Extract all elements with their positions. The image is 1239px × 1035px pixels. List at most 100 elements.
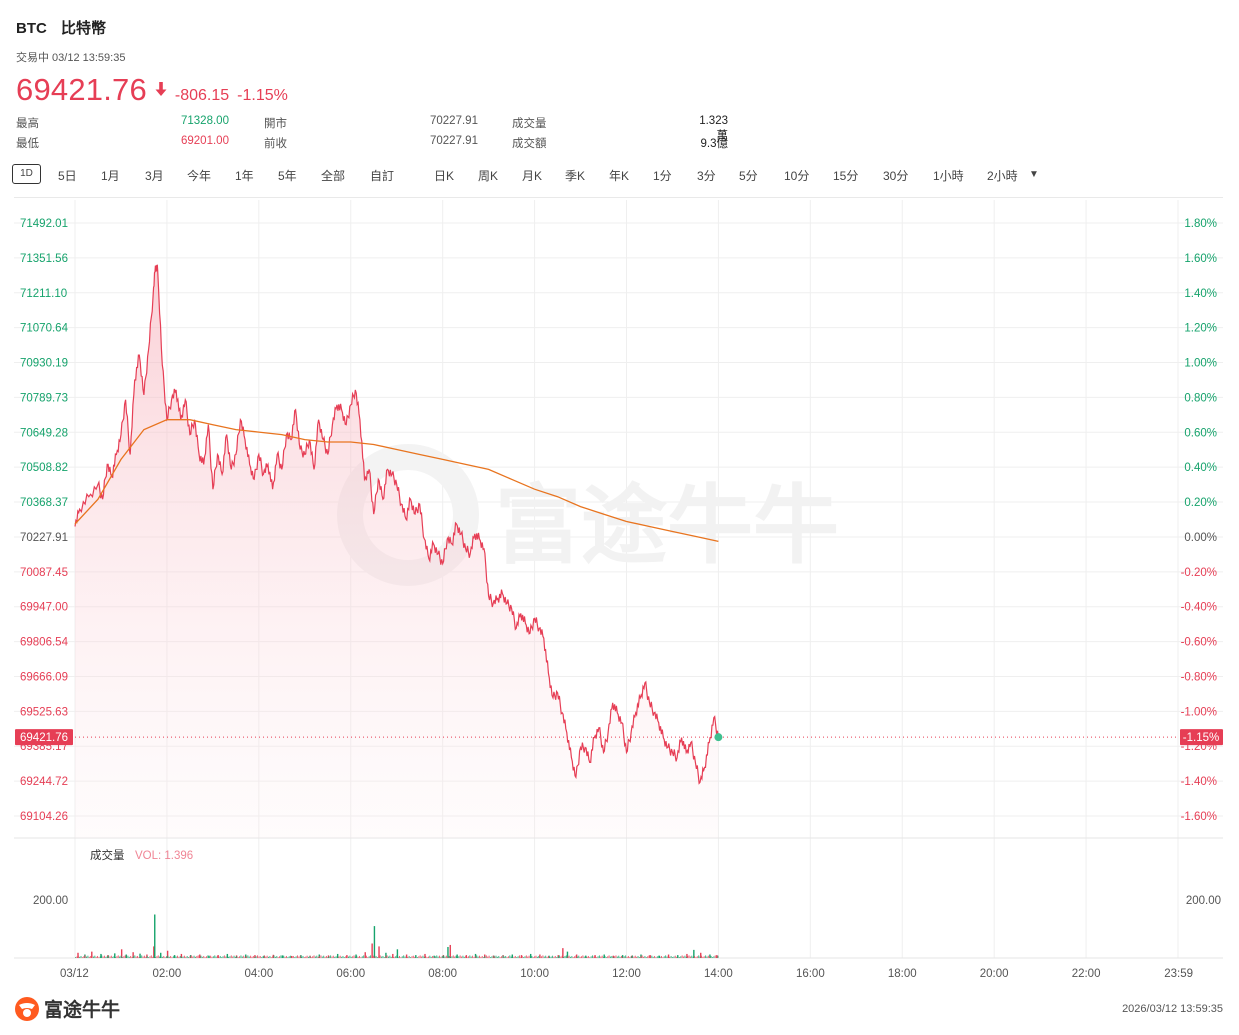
y-tick-right: 0.80% bbox=[1184, 392, 1217, 404]
volume-bar bbox=[546, 956, 548, 958]
volume-bar bbox=[296, 955, 298, 958]
tab-2小時[interactable]: 2小時 bbox=[987, 169, 1018, 183]
volume-bar bbox=[640, 956, 642, 958]
tab-5分[interactable]: 5分 bbox=[739, 169, 758, 183]
volume-bar bbox=[449, 944, 451, 958]
volume-bar bbox=[521, 955, 523, 958]
volume-bar bbox=[560, 956, 562, 958]
tab-1D[interactable]: 1D bbox=[12, 164, 41, 184]
tab-周K[interactable]: 周K bbox=[478, 169, 499, 183]
y-tick-right: 0.00% bbox=[1184, 532, 1217, 544]
volume-bar bbox=[241, 956, 243, 958]
volume-bar bbox=[314, 956, 316, 958]
volume-bar bbox=[612, 955, 615, 958]
volume-bar bbox=[217, 955, 219, 958]
y-tick-right: 1.80% bbox=[1184, 218, 1217, 230]
tab-1小時[interactable]: 1小時 bbox=[933, 169, 964, 183]
volume-bar bbox=[217, 955, 219, 958]
volume-bar bbox=[447, 956, 449, 958]
volume-bar bbox=[295, 956, 297, 958]
volume-bar bbox=[469, 955, 471, 958]
volume-bar bbox=[670, 955, 672, 958]
current-price: 69421.76 bbox=[16, 72, 147, 107]
tab-自訂[interactable]: 自訂 bbox=[370, 169, 395, 183]
y-tick-left: 69525.63 bbox=[20, 706, 68, 718]
volume-bar bbox=[648, 955, 650, 958]
volume-bar bbox=[367, 957, 369, 958]
volume-bar bbox=[299, 955, 301, 958]
volume-bar bbox=[161, 956, 163, 958]
volume-bar bbox=[390, 956, 392, 958]
tab-年K[interactable]: 年K bbox=[609, 169, 630, 183]
volume-bar bbox=[671, 957, 673, 958]
volume-bar bbox=[408, 955, 410, 958]
volume-bar bbox=[244, 957, 246, 958]
volume-bar bbox=[116, 956, 118, 958]
volume-bar bbox=[528, 955, 530, 958]
volume-bar bbox=[705, 955, 707, 958]
volume-bar bbox=[654, 955, 656, 958]
volume-bar bbox=[590, 956, 592, 958]
tab-3月[interactable]: 3月 bbox=[145, 169, 164, 183]
tab-全部[interactable]: 全部 bbox=[321, 169, 346, 183]
tab-5日[interactable]: 5日 bbox=[58, 169, 77, 183]
y-tick-right: 1.60% bbox=[1184, 253, 1217, 265]
volume-bar bbox=[126, 956, 128, 958]
volume-bar bbox=[576, 956, 578, 958]
volume-bar bbox=[476, 955, 478, 958]
volume-bar bbox=[492, 955, 494, 958]
volume-bar bbox=[138, 957, 140, 958]
volume-bar bbox=[285, 955, 287, 958]
volume-bar bbox=[669, 956, 671, 958]
volume-bar bbox=[427, 956, 429, 958]
volume-bar bbox=[108, 955, 110, 958]
volume-bar bbox=[251, 956, 253, 958]
volume-bar bbox=[228, 956, 230, 958]
volume-bar bbox=[316, 955, 318, 958]
y-tick-left: 69244.72 bbox=[20, 776, 68, 788]
volume-bar bbox=[487, 956, 489, 958]
tab-1月[interactable]: 1月 bbox=[101, 169, 120, 183]
volume-bar bbox=[470, 956, 472, 958]
volume-bar bbox=[376, 957, 378, 958]
volume-bar bbox=[100, 953, 102, 958]
volume-bar bbox=[534, 956, 536, 958]
volume-bar bbox=[283, 955, 285, 958]
tab-15分[interactable]: 15分 bbox=[833, 169, 859, 183]
tab-5年[interactable]: 5年 bbox=[278, 169, 297, 183]
volume-bar bbox=[693, 949, 695, 958]
volume-bar bbox=[461, 956, 463, 958]
volume-bar bbox=[221, 957, 223, 958]
tab-今年[interactable]: 今年 bbox=[187, 169, 212, 183]
volume-bar bbox=[455, 955, 457, 958]
volume-bar bbox=[159, 956, 161, 958]
volume-bar bbox=[512, 955, 514, 958]
volume-bar bbox=[168, 956, 170, 958]
volume-bar bbox=[426, 957, 428, 958]
volume-bar bbox=[288, 956, 290, 958]
volume-bar bbox=[432, 955, 434, 958]
volume-bar bbox=[478, 955, 480, 958]
volume-bar bbox=[350, 956, 352, 958]
volume-bar bbox=[272, 956, 274, 958]
tab-月K[interactable]: 月K bbox=[522, 169, 543, 183]
volume-bar bbox=[130, 955, 132, 958]
volume-bar bbox=[550, 956, 552, 958]
tab-季K[interactable]: 季K bbox=[565, 169, 586, 183]
volume-bar bbox=[485, 955, 487, 958]
price-chart[interactable]: 71492.01 1.80% 71351.56 1.60% 71211.10 1.40% 7… bbox=[0, 195, 1239, 985]
volume-bar bbox=[160, 952, 162, 958]
tab-1年[interactable]: 1年 bbox=[235, 169, 254, 183]
stock-symbol: BTC bbox=[16, 20, 47, 37]
volume-bar bbox=[375, 955, 377, 958]
tab-3分[interactable]: 3分 bbox=[697, 169, 716, 183]
tab-10分[interactable]: 10分 bbox=[784, 169, 810, 183]
volume-bar bbox=[700, 955, 702, 958]
tab-1分[interactable]: 1分 bbox=[653, 169, 672, 183]
tab-30分[interactable]: 30分 bbox=[883, 169, 909, 183]
dropdown-caret-icon[interactable]: ▼ bbox=[1029, 169, 1039, 180]
volume-bar bbox=[109, 956, 111, 958]
volume-bar bbox=[518, 955, 520, 958]
tab-日K[interactable]: 日K bbox=[434, 169, 455, 183]
volume-bar bbox=[335, 956, 337, 958]
